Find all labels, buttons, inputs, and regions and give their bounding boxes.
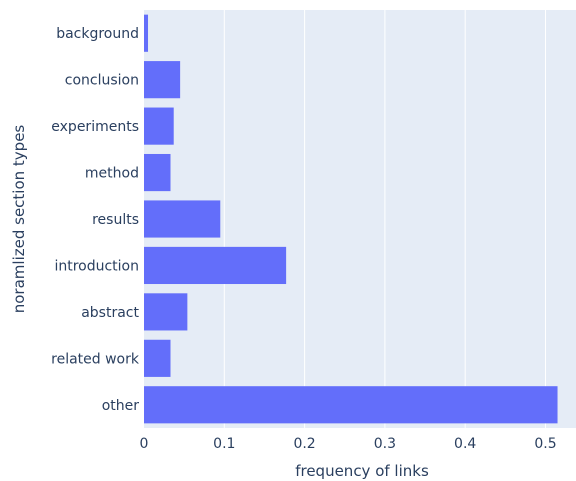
bar-related-work[interactable] xyxy=(144,339,171,377)
bar-method[interactable] xyxy=(144,153,171,192)
y-tick-label: experiments xyxy=(51,119,139,135)
y-tick-label: related work xyxy=(51,351,140,367)
x-tick-labels: 0 0.1 0.2 0.3 0.4 0.5 xyxy=(140,436,557,452)
y-tick-label: introduction xyxy=(54,258,139,274)
y-tick-label: results xyxy=(92,212,139,228)
x-tick-label: 0.4 xyxy=(454,436,476,452)
bar-background[interactable] xyxy=(144,14,149,52)
y-tick-label: method xyxy=(85,166,139,182)
bar-other[interactable] xyxy=(144,386,558,424)
x-tick-label: 0.3 xyxy=(374,436,396,452)
bars xyxy=(144,14,558,424)
x-tick-label: 0 xyxy=(140,436,149,452)
y-tick-label: conclusion xyxy=(65,73,139,89)
bar-abstract[interactable] xyxy=(144,293,188,331)
x-tick-label: 0.1 xyxy=(213,436,235,452)
bar-conclusion[interactable] xyxy=(144,61,181,99)
bar-results[interactable] xyxy=(144,200,221,238)
grid-lines xyxy=(223,10,546,428)
y-tick-labels: background conclusion experiments method res… xyxy=(51,26,140,414)
bar-introduction[interactable] xyxy=(144,246,287,285)
y-tick-label: other xyxy=(102,398,140,414)
y-tick-label: background xyxy=(56,26,139,42)
x-tick-label: 0.5 xyxy=(534,436,556,452)
y-axis-title: noramlized section types xyxy=(10,125,28,314)
y-tick-label: abstract xyxy=(81,305,139,321)
bar-experiments[interactable] xyxy=(144,107,174,145)
x-tick-label: 0.2 xyxy=(293,436,315,452)
x-axis-title: frequency of links xyxy=(295,462,429,480)
